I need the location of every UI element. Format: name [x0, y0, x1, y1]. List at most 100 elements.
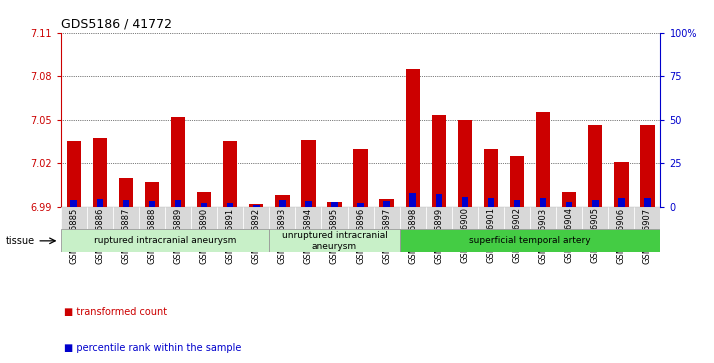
Bar	[145, 182, 159, 207]
Bar	[592, 200, 598, 207]
Bar	[249, 204, 263, 207]
Bar	[331, 202, 338, 207]
Bar	[327, 202, 342, 207]
Text: GSM1306901: GSM1306901	[486, 207, 496, 264]
FancyBboxPatch shape	[582, 207, 608, 229]
FancyBboxPatch shape	[348, 207, 373, 229]
FancyBboxPatch shape	[191, 207, 217, 229]
Text: ■ transformed count: ■ transformed count	[64, 307, 167, 317]
FancyBboxPatch shape	[634, 207, 660, 229]
Bar	[379, 199, 394, 207]
FancyBboxPatch shape	[400, 229, 660, 252]
Bar	[458, 119, 472, 207]
FancyBboxPatch shape	[504, 207, 530, 229]
Bar	[536, 113, 550, 207]
FancyBboxPatch shape	[426, 207, 452, 229]
Bar	[540, 198, 546, 207]
Text: GSM1306892: GSM1306892	[252, 207, 261, 264]
Text: GSM1306904: GSM1306904	[565, 207, 573, 264]
Bar	[175, 200, 181, 207]
Text: ■ percentile rank within the sample: ■ percentile rank within the sample	[64, 343, 241, 354]
Bar	[301, 140, 316, 207]
Text: superficial temporal artery: superficial temporal artery	[469, 236, 591, 245]
Bar	[353, 148, 368, 207]
FancyBboxPatch shape	[87, 207, 113, 229]
FancyBboxPatch shape	[113, 207, 139, 229]
Bar	[305, 201, 312, 207]
Bar	[119, 178, 133, 207]
Text: tissue: tissue	[6, 236, 34, 246]
FancyBboxPatch shape	[296, 207, 321, 229]
Bar	[357, 203, 364, 207]
Bar	[71, 200, 77, 207]
Text: GSM1306906: GSM1306906	[617, 207, 626, 264]
Bar	[409, 193, 416, 207]
Bar	[618, 198, 625, 207]
Text: GSM1306898: GSM1306898	[408, 207, 417, 264]
Bar	[253, 205, 259, 207]
Text: GSM1306905: GSM1306905	[590, 207, 600, 264]
Bar	[566, 202, 573, 207]
FancyBboxPatch shape	[217, 207, 243, 229]
FancyBboxPatch shape	[321, 207, 348, 229]
Bar	[462, 197, 468, 207]
Bar	[562, 192, 576, 207]
Bar	[488, 198, 494, 207]
Text: GSM1306896: GSM1306896	[356, 207, 365, 264]
Text: GSM1306890: GSM1306890	[200, 207, 208, 264]
FancyBboxPatch shape	[61, 207, 87, 229]
Text: ruptured intracranial aneurysm: ruptured intracranial aneurysm	[94, 236, 236, 245]
FancyBboxPatch shape	[556, 207, 582, 229]
FancyBboxPatch shape	[530, 207, 556, 229]
FancyBboxPatch shape	[269, 207, 296, 229]
Bar	[227, 203, 233, 207]
Bar	[96, 199, 103, 207]
FancyBboxPatch shape	[608, 207, 634, 229]
Bar	[66, 141, 81, 207]
Text: GDS5186 / 41772: GDS5186 / 41772	[61, 17, 171, 30]
Text: GSM1306900: GSM1306900	[461, 207, 469, 264]
Bar	[93, 138, 107, 207]
Text: GSM1306903: GSM1306903	[538, 207, 548, 264]
Bar	[514, 200, 521, 207]
Bar	[149, 201, 155, 207]
Text: GSM1306886: GSM1306886	[95, 207, 104, 264]
Bar	[197, 192, 211, 207]
Bar	[201, 203, 207, 207]
FancyBboxPatch shape	[165, 207, 191, 229]
Bar	[123, 200, 129, 207]
Bar	[275, 195, 289, 207]
FancyBboxPatch shape	[61, 229, 269, 252]
Text: GSM1306885: GSM1306885	[69, 207, 79, 264]
Bar	[484, 148, 498, 207]
Text: GSM1306889: GSM1306889	[174, 207, 183, 264]
Bar	[279, 200, 286, 207]
Bar	[383, 201, 390, 207]
Text: GSM1306899: GSM1306899	[434, 207, 443, 264]
FancyBboxPatch shape	[243, 207, 269, 229]
Bar	[406, 69, 420, 207]
FancyBboxPatch shape	[478, 207, 504, 229]
Text: GSM1306888: GSM1306888	[148, 207, 156, 264]
FancyBboxPatch shape	[400, 207, 426, 229]
Text: GSM1306902: GSM1306902	[513, 207, 521, 264]
FancyBboxPatch shape	[269, 229, 400, 252]
Bar	[640, 125, 655, 207]
FancyBboxPatch shape	[139, 207, 165, 229]
Text: unruptured intracranial
aneurysm: unruptured intracranial aneurysm	[281, 231, 388, 250]
Bar	[436, 194, 442, 207]
Bar	[510, 156, 524, 207]
Text: GSM1306894: GSM1306894	[304, 207, 313, 264]
Bar	[614, 162, 628, 207]
Bar	[432, 115, 446, 207]
Text: GSM1306887: GSM1306887	[121, 207, 131, 264]
Text: GSM1306893: GSM1306893	[278, 207, 287, 264]
Text: GSM1306891: GSM1306891	[226, 207, 235, 264]
Text: GSM1306897: GSM1306897	[382, 207, 391, 264]
FancyBboxPatch shape	[452, 207, 478, 229]
Bar	[171, 117, 185, 207]
FancyBboxPatch shape	[373, 207, 400, 229]
Text: GSM1306907: GSM1306907	[643, 207, 652, 264]
Bar	[588, 125, 603, 207]
Text: GSM1306895: GSM1306895	[330, 207, 339, 264]
